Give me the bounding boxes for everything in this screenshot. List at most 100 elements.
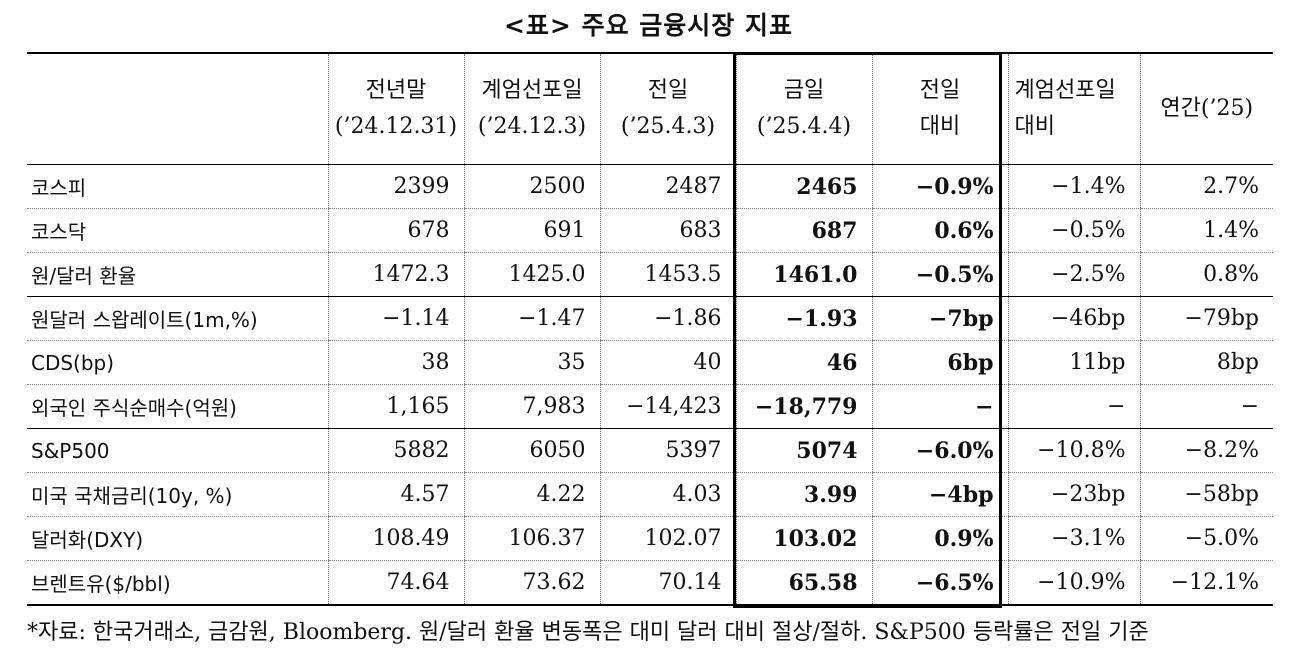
cell-indicator-name: 미국 국채금리(10y, %) [27,472,328,517]
cell-prev-day: 4.03 [599,472,736,517]
cell-indicator-name: 코스피 [27,164,328,209]
cell-martial-law-day: 691 [463,208,600,253]
cell-vs-martial-law-day: 11bp [1007,340,1140,385]
cell-prev-day: −14,423 [599,384,736,429]
cell-prev-day: 1453.5 [599,252,736,297]
cell-today: 46 [735,340,872,385]
cell-vs-prev-day: −4bp [871,472,1008,517]
table-row: S&P500 5882 6050 5397 5074 −6.0% −10.8% −8.2% [27,428,1273,473]
cell-martial-law-day: 6050 [463,428,600,473]
cell-prev-year-end: 4.57 [327,472,464,517]
cell-annual: −5.0% [1139,516,1273,561]
cell-prev-year-end: 38 [327,340,464,385]
cell-annual: −79bp [1139,296,1273,341]
cell-today: 103.02 [735,516,872,561]
cell-indicator-name: 달러화(DXY) [27,516,328,561]
header-indicator [27,52,328,165]
cell-prev-year-end: 1472.3 [327,252,464,297]
cell-prev-year-end: 2399 [327,164,464,209]
header-prev-day: 전일 (’25.4.3) [599,52,736,165]
table-title: <표> 주요 금융시장 지표 [503,11,793,40]
cell-today: 1461.0 [735,252,872,297]
cell-prev-day: 70.14 [599,560,736,606]
cell-vs-martial-law-day: −1.4% [1007,164,1140,209]
cell-prev-day: 2487 [599,164,736,209]
cell-vs-prev-day: −0.5% [871,252,1008,297]
cell-vs-martial-law-day: − [1007,384,1140,429]
cell-prev-day: 5397 [599,428,736,473]
cell-today: −1.93 [735,296,872,341]
cell-vs-prev-day: 0.6% [871,208,1008,253]
cell-indicator-name: 원달러 스왑레이트(1m,%) [27,296,328,341]
cell-today: 687 [735,208,872,253]
cell-vs-martial-law-day: −0.5% [1007,208,1140,253]
cell-vs-prev-day: −6.0% [871,428,1008,473]
cell-martial-law-day: −1.47 [463,296,600,341]
cell-indicator-name: S&P500 [27,428,328,473]
cell-vs-prev-day: 6bp [871,340,1008,385]
cell-indicator-name: CDS(bp) [27,340,328,385]
cell-martial-law-day: 7,983 [463,384,600,429]
cell-prev-year-end: 1,165 [327,384,464,429]
cell-annual: −12.1% [1139,560,1273,606]
cell-indicator-name: 원/달러 환율 [27,252,328,297]
cell-vs-martial-law-day: −46bp [1007,296,1140,341]
cell-prev-day: 683 [599,208,736,253]
source-footnote: *자료: 한국거래소, 금감원, Bloomberg. 원/달러 환율 변동폭은… [27,620,1149,645]
cell-vs-prev-day: 0.9% [871,516,1008,561]
cell-today: 3.99 [735,472,872,517]
header-row: 전년말 (’24.12.31) 계엄선포일 (’24.12.3) 전일 (’25.4.… [27,52,1273,165]
table-row: CDS(bp) 38 35 40 46 6bp 11bp 8bp [27,340,1273,385]
cell-annual: − [1139,384,1273,429]
cell-prev-day: −1.86 [599,296,736,341]
table-row: 달러화(DXY) 108.49 106.37 102.07 103.02 0.9% −3.1… [27,516,1273,561]
header-martial-law-day: 계엄선포일 (’24.12.3) [463,52,600,165]
market-indicators-table: 전년말 (’24.12.31) 계엄선포일 (’24.12.3) 전일 (’25.4.… [27,52,1273,606]
table-row: 원달러 스왑레이트(1m,%) −1.14 −1.47 −1.86 −1.93 −7bp −… [27,296,1273,341]
cell-indicator-name: 브렌트유($/bbl) [27,560,328,606]
cell-martial-law-day: 106.37 [463,516,600,561]
cell-vs-prev-day: −0.9% [871,164,1008,209]
header-annual: 연간(’25) [1139,52,1273,165]
cell-prev-year-end: 108.49 [327,516,464,561]
table-row: 코스피 2399 2500 2487 2465 −0.9% −1.4% 2.7% [27,164,1273,209]
header-vs-martial-law-day: 계엄선포일 대비 [1007,52,1140,165]
cell-annual: 8bp [1139,340,1273,385]
cell-vs-martial-law-day: −23bp [1007,472,1140,517]
cell-vs-martial-law-day: −3.1% [1007,516,1140,561]
cell-martial-law-day: 35 [463,340,600,385]
table-row: 미국 국채금리(10y, %) 4.57 4.22 4.03 3.99 −4bp −23bp… [27,472,1273,517]
cell-today: 5074 [735,428,872,473]
cell-prev-year-end: 5882 [327,428,464,473]
table-row: 코스닥 678 691 683 687 0.6% −0.5% 1.4% [27,208,1273,253]
table-row: 브렌트유($/bbl) 74.64 73.62 70.14 65.58 −6.5% −10.… [27,560,1273,606]
cell-annual: 2.7% [1139,164,1273,209]
cell-today: 65.58 [735,560,872,606]
cell-annual: 0.8% [1139,252,1273,297]
cell-vs-prev-day: −6.5% [871,560,1008,606]
cell-annual: −58bp [1139,472,1273,517]
cell-annual: −8.2% [1139,428,1273,473]
cell-martial-law-day: 1425.0 [463,252,600,297]
header-today: 금일 (’25.4.4) [735,52,872,165]
cell-annual: 1.4% [1139,208,1273,253]
cell-prev-year-end: 74.64 [327,560,464,606]
cell-vs-prev-day: −7bp [871,296,1008,341]
cell-martial-law-day: 73.62 [463,560,600,606]
cell-vs-martial-law-day: −2.5% [1007,252,1140,297]
cell-indicator-name: 외국인 주식순매수(억원) [27,384,328,429]
cell-indicator-name: 코스닥 [27,208,328,253]
cell-prev-day: 40 [599,340,736,385]
cell-vs-martial-law-day: −10.9% [1007,560,1140,606]
header-prev-year-end: 전년말 (’24.12.31) [327,52,464,165]
header-vs-prev-day: 전일 대비 [871,52,1008,165]
cell-vs-martial-law-day: −10.8% [1007,428,1140,473]
cell-today: −18,779 [735,384,872,429]
cell-martial-law-day: 4.22 [463,472,600,517]
cell-today: 2465 [735,164,872,209]
cell-prev-year-end: 678 [327,208,464,253]
table-row: 원/달러 환율 1472.3 1425.0 1453.5 1461.0 −0.5% −2.5… [27,252,1273,297]
table-row: 외국인 주식순매수(억원) 1,165 7,983 −14,423 −18,779− − − [27,384,1273,429]
cell-prev-year-end: −1.14 [327,296,464,341]
cell-martial-law-day: 2500 [463,164,600,209]
